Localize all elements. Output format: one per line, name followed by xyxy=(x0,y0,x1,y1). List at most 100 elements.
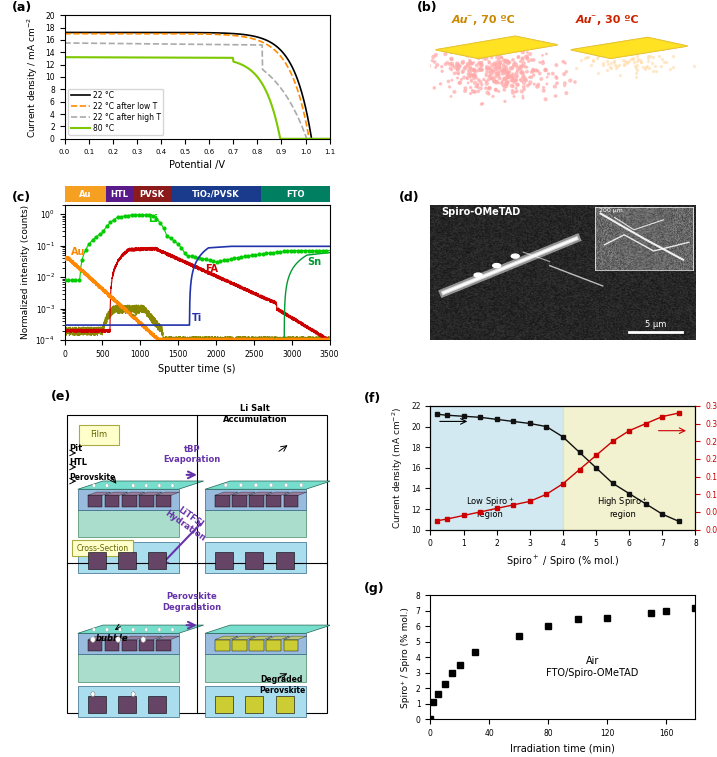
Point xyxy=(528,54,539,66)
Point xyxy=(476,58,488,70)
Point xyxy=(429,82,440,94)
Point xyxy=(492,51,503,63)
Point xyxy=(511,58,522,70)
Polygon shape xyxy=(205,510,305,537)
Polygon shape xyxy=(156,492,179,496)
Point xyxy=(630,61,641,73)
Point xyxy=(470,70,482,82)
Point xyxy=(470,50,481,62)
Point xyxy=(508,91,520,103)
Point xyxy=(504,66,516,78)
22 °C after low T xyxy=(60,30,69,39)
Point xyxy=(475,83,486,95)
Text: S: S xyxy=(130,307,138,318)
Point xyxy=(498,46,509,58)
Polygon shape xyxy=(139,492,162,496)
Point xyxy=(609,59,621,71)
Point xyxy=(605,58,617,70)
Point xyxy=(486,73,498,85)
Point xyxy=(480,76,492,88)
Y-axis label: Normalized intensity (counts): Normalized intensity (counts) xyxy=(21,205,30,339)
Point xyxy=(460,61,471,73)
Text: High Spiro$^+$
region: High Spiro$^+$ region xyxy=(597,495,648,519)
Point xyxy=(517,60,528,72)
Point xyxy=(509,57,521,69)
Point xyxy=(570,62,581,74)
Text: Li Salt
Accumulation: Li Salt Accumulation xyxy=(223,404,288,424)
22 °C after low T xyxy=(91,30,100,39)
Point xyxy=(462,77,474,89)
Point xyxy=(517,66,528,78)
Point xyxy=(507,62,518,74)
Point xyxy=(506,70,518,83)
Point xyxy=(457,67,468,79)
Point xyxy=(620,47,632,59)
Text: (g): (g) xyxy=(364,582,385,595)
Point xyxy=(468,73,480,85)
Polygon shape xyxy=(284,496,298,507)
22 °C after low T xyxy=(299,106,308,115)
Point xyxy=(475,51,487,63)
Point xyxy=(534,56,546,68)
Point xyxy=(499,80,511,92)
22 °C xyxy=(91,28,100,37)
22 °C xyxy=(184,28,193,37)
Point xyxy=(500,56,511,68)
Point xyxy=(469,64,480,76)
Point xyxy=(551,72,562,84)
Point xyxy=(427,55,438,67)
Point xyxy=(512,79,523,91)
Point xyxy=(576,54,587,66)
Text: (f): (f) xyxy=(364,392,381,405)
Point xyxy=(632,55,643,67)
Point xyxy=(475,76,486,88)
Point xyxy=(517,52,528,64)
Point xyxy=(647,57,658,69)
Point xyxy=(462,58,473,70)
Point xyxy=(625,53,637,65)
Point xyxy=(642,50,654,62)
Point xyxy=(503,68,514,80)
Point xyxy=(550,70,561,83)
Point xyxy=(518,81,530,93)
Point xyxy=(631,50,642,62)
Point xyxy=(476,64,488,76)
Polygon shape xyxy=(105,636,128,640)
Point xyxy=(492,56,503,68)
Polygon shape xyxy=(77,625,204,634)
Text: Ti: Ti xyxy=(191,313,202,323)
Point xyxy=(540,64,551,76)
Point xyxy=(650,64,662,76)
Polygon shape xyxy=(156,640,171,651)
Point xyxy=(505,74,517,86)
Point xyxy=(465,74,477,86)
Point xyxy=(478,73,490,86)
Point xyxy=(501,69,513,81)
Polygon shape xyxy=(105,496,119,507)
Legend: 22 °C, 22 °C after low T, 22 °C after high T, 80 °C: 22 °C, 22 °C after low T, 22 °C after hi… xyxy=(68,89,163,135)
Point xyxy=(485,64,496,76)
Point xyxy=(487,65,498,77)
Point xyxy=(484,62,495,74)
Point xyxy=(475,64,487,76)
Point xyxy=(531,64,543,76)
Point xyxy=(486,51,498,64)
Point xyxy=(536,73,547,85)
Point xyxy=(473,74,485,86)
Point xyxy=(511,64,523,76)
Point xyxy=(637,61,649,73)
Polygon shape xyxy=(436,36,558,58)
Point xyxy=(507,80,518,92)
Point xyxy=(472,43,483,55)
Point xyxy=(480,70,492,82)
Point xyxy=(517,90,528,102)
Point xyxy=(614,68,625,80)
Point xyxy=(608,56,619,68)
Y-axis label: Current density (mA cm$^{-2}$): Current density (mA cm$^{-2}$) xyxy=(391,407,406,529)
Text: Film: Film xyxy=(90,430,108,439)
Point xyxy=(647,65,659,77)
Point xyxy=(473,86,484,98)
Point xyxy=(581,51,593,63)
Point xyxy=(468,64,480,76)
Point xyxy=(597,59,609,71)
